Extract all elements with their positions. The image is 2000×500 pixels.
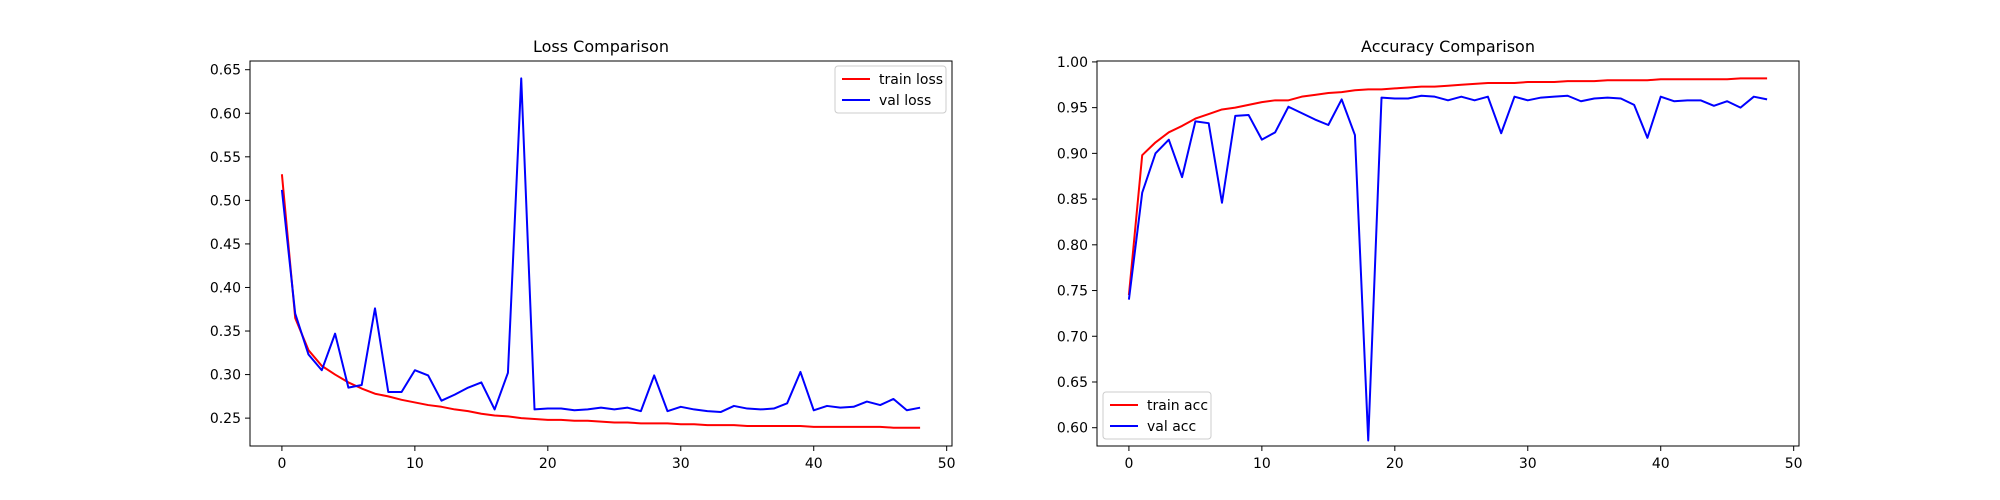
- series-line-val-loss: [280, 77, 921, 414]
- x-tick-label: 0: [1124, 456, 1133, 472]
- x-tick-label: 10: [406, 456, 424, 472]
- x-tick-label: 40: [805, 456, 823, 472]
- accuracy-chart: Accuracy Comparison 0 10 20 30 40 500.600.650…: [1057, 37, 1803, 472]
- y-tick-label: 0.70: [1057, 329, 1088, 345]
- y-tick-label: 0.60: [210, 106, 241, 122]
- x-tick-label: 10: [1253, 456, 1271, 472]
- legend-label-val-loss: val loss: [879, 93, 931, 109]
- y-tick-label: 0.65: [210, 63, 241, 79]
- y-tick-label: 0.95: [1057, 101, 1088, 117]
- legend-label-val-acc: val acc: [1147, 419, 1196, 435]
- y-tick-label: 0.50: [210, 193, 241, 209]
- axes-frame: [249, 60, 953, 447]
- x-tick-label: 30: [672, 456, 690, 472]
- x-tick-label: 20: [1386, 456, 1404, 472]
- x-tick-label: 50: [938, 456, 956, 472]
- legend: train loss val loss: [834, 65, 947, 114]
- plot-area: [1127, 77, 1768, 442]
- x-tick-label: 20: [539, 456, 557, 472]
- y-tick-label: 0.65: [1057, 375, 1088, 391]
- axis-ticks: 0 10 20 30 40 50 0.60 0.65 0.70 0.75 0.80 0.85 0.90 0…: [1057, 55, 1803, 472]
- series-line-train-acc: [1127, 77, 1768, 296]
- y-tick-label: 0.25: [210, 411, 241, 427]
- y-tick-label: 0.30: [210, 368, 241, 384]
- y-tick-label: 0.45: [210, 237, 241, 253]
- x-tick-label: 0: [277, 456, 286, 472]
- legend-label-train-loss: train loss: [879, 72, 943, 88]
- chart-title: Accuracy Comparison: [1361, 37, 1535, 56]
- y-tick-label: 1.00: [1057, 55, 1088, 71]
- axis-ticks: 0 10 20 30 40 50 0.25 0.30 0.35 0.40 0.45 0.50 0.55 0…: [210, 63, 956, 472]
- y-tick-label: 0.60: [1057, 421, 1088, 437]
- y-tick-label: 0.35: [210, 324, 241, 340]
- legend: train acc val acc: [1102, 391, 1212, 440]
- y-tick-label: 0.80: [1057, 238, 1088, 254]
- legend-label-train-acc: train acc: [1147, 398, 1208, 414]
- y-tick-label: 0.75: [1057, 284, 1088, 300]
- plot-area: [280, 77, 921, 429]
- x-tick-label: 40: [1652, 456, 1670, 472]
- loss-chart: Loss Comparison 0 10 20 30 40 500.250.300.350…: [210, 37, 956, 472]
- x-tick-label: 50: [1785, 456, 1803, 472]
- x-tick-label: 30: [1519, 456, 1537, 472]
- chart-title: Loss Comparison: [533, 37, 669, 56]
- series-line-val-acc: [1127, 94, 1768, 442]
- axes-frame: [1096, 60, 1800, 447]
- series-line-train-loss: [280, 174, 921, 429]
- y-tick-label: 0.40: [210, 280, 241, 296]
- legend-box: [834, 65, 947, 114]
- y-tick-label: 0.85: [1057, 192, 1088, 208]
- legend-box: [1102, 391, 1212, 440]
- y-tick-label: 0.55: [210, 150, 241, 166]
- y-tick-label: 0.90: [1057, 146, 1088, 162]
